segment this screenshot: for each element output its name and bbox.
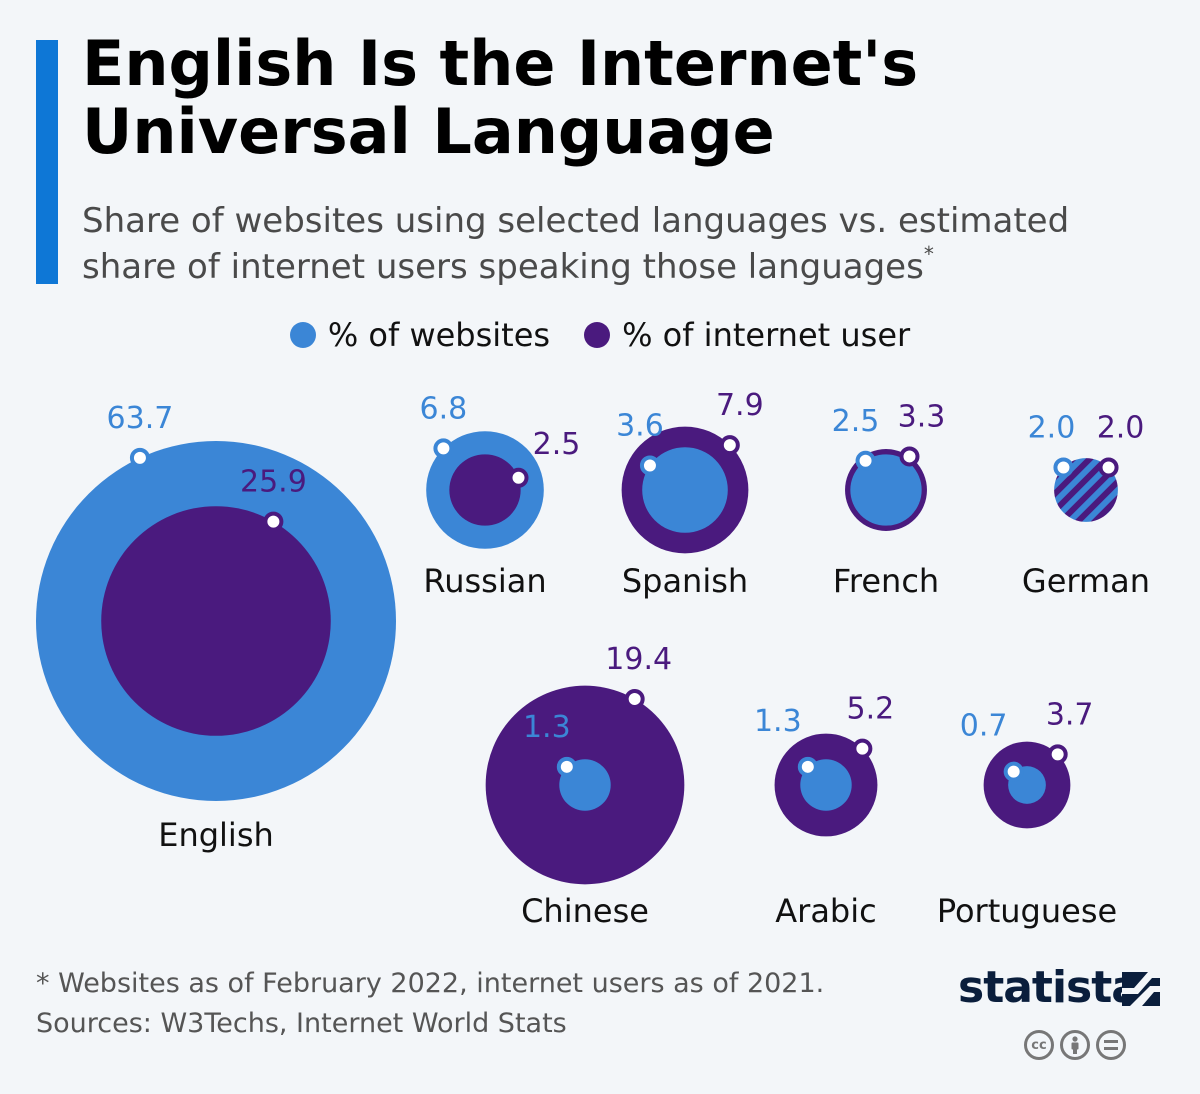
legend-swatch-users: [584, 322, 611, 348]
marker-english-users: [263, 511, 284, 532]
license-icons: cc: [1024, 1030, 1126, 1060]
sources: Sources: W3Techs, Internet World Stats: [36, 1008, 567, 1039]
value-label-spanish-websites: 3.6: [616, 408, 664, 443]
category-label-spanish: Spanish: [622, 562, 748, 600]
page-subtitle: Share of websites using selected languag…: [82, 198, 1172, 290]
category-label-russian: Russian: [423, 562, 546, 600]
page-title: English Is the Internet's Universal Lang…: [82, 27, 919, 168]
value-label-russian-websites: 6.8: [420, 391, 468, 426]
value-label-english-websites: 63.7: [107, 401, 174, 436]
marker-arabic-websites: [797, 756, 818, 777]
category-label-chinese: Chinese: [521, 892, 649, 930]
statista-logo: statista: [958, 962, 1168, 1013]
category-label-french: French: [833, 562, 939, 600]
subtitle-footnote-marker: *: [923, 242, 934, 266]
value-label-portuguese-websites: 0.7: [960, 709, 1008, 744]
accent-bar: [36, 40, 58, 284]
legend-label-users: % of internet user: [622, 316, 911, 354]
marker-french-users: [899, 446, 920, 467]
marker-spanish-websites: [639, 455, 660, 476]
value-label-spanish-users: 7.9: [716, 388, 764, 423]
statista-logo-icon: [1122, 972, 1160, 1006]
value-label-english-users: 25.9: [240, 465, 307, 500]
bubble-spanish-websites: [642, 447, 728, 533]
value-label-french-websites: 2.5: [832, 404, 880, 439]
category-label-portuguese: Portuguese: [937, 892, 1117, 930]
marker-german-websites: [1053, 457, 1074, 478]
bubble-french-websites: [850, 454, 922, 526]
value-label-german-websites: 2.0: [1028, 410, 1076, 445]
bubble-english-users: [101, 506, 331, 736]
value-label-arabic-websites: 1.3: [754, 704, 802, 739]
marker-russian-websites: [433, 438, 454, 459]
bubble-russian-users: [449, 454, 521, 526]
category-label-arabic: Arabic: [775, 892, 876, 930]
cc-icon: cc: [1024, 1030, 1054, 1060]
value-label-russian-users: 2.5: [533, 427, 581, 462]
marker-arabic-users: [852, 738, 873, 759]
value-label-chinese-websites: 1.3: [523, 710, 571, 745]
legend-swatch-websites: [289, 322, 316, 348]
marker-russian-users: [508, 467, 529, 488]
marker-chinese-websites: [556, 756, 577, 777]
value-label-chinese-users: 19.4: [605, 642, 672, 677]
marker-portuguese-users: [1047, 744, 1068, 765]
value-label-portuguese-users: 3.7: [1046, 697, 1094, 732]
marker-english-websites: [129, 447, 150, 468]
value-label-arabic-users: 5.2: [847, 692, 895, 727]
value-label-german-users: 2.0: [1097, 410, 1145, 445]
brand-wordmark: statista: [958, 962, 1141, 1013]
legend-label-websites: % of websites: [327, 316, 551, 354]
category-label-german: German: [1022, 562, 1150, 600]
marker-german-users: [1098, 457, 1119, 478]
marker-chinese-users: [624, 688, 645, 709]
legend: % of websites % of internet user: [0, 316, 1200, 354]
attribution-icon: [1060, 1030, 1090, 1060]
value-label-french-users: 3.3: [898, 399, 946, 434]
no-derivatives-icon: [1096, 1030, 1126, 1060]
marker-spanish-users: [719, 435, 740, 456]
footnote-block: * Websites as of February 2022, internet…: [36, 964, 824, 1044]
marker-french-websites: [855, 450, 876, 471]
subtitle-text: Share of websites using selected languag…: [82, 201, 1070, 287]
category-label-english: English: [158, 816, 274, 854]
marker-portuguese-websites: [1003, 761, 1024, 782]
footnote: * Websites as of February 2022, internet…: [36, 968, 825, 999]
legend-item-websites: % of websites: [289, 316, 551, 354]
legend-item-users: % of internet user: [584, 316, 910, 354]
